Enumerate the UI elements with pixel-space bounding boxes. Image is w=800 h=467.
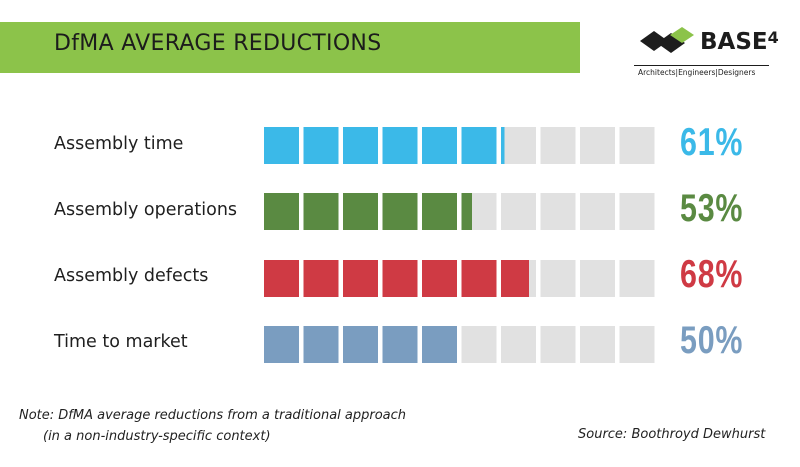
category-label-time-to-market: Time to market (54, 332, 188, 352)
bar-segment-filled-assembly-defects (422, 260, 457, 297)
bar-segment-filled-assembly-defects (461, 260, 497, 297)
bar-segment-empty-time-to-market (580, 326, 615, 363)
bar-segment-empty-assembly-operations (619, 193, 655, 230)
bar-segment-filled-assembly-operations (303, 193, 339, 230)
bar-segment-filled-assembly-time (343, 127, 378, 164)
bar-segment-empty-assembly-operations (501, 193, 536, 230)
bar-segment-filled-time-to-market (264, 326, 299, 363)
bar-segment-filled-assembly-operations (264, 193, 299, 230)
bar-segment-empty-time-to-market (540, 326, 576, 363)
chart-title: DfMA AVERAGE REDUCTIONS (54, 31, 382, 56)
bar-segment-filled-time-to-market (303, 326, 339, 363)
value-label-assembly-operations: 53% (680, 187, 744, 230)
footnote-line-2: (in a non-industry-specific context) (43, 429, 271, 444)
bar-segment-empty-assembly-time (540, 127, 576, 164)
bar-segment-empty-assembly-operations (540, 193, 576, 230)
bar-segment-empty-time-to-market (619, 326, 655, 363)
category-label-assembly-defects: Assembly defects (54, 266, 209, 286)
source-credit: Source: Boothroyd Dewhurst (578, 427, 766, 442)
bar-segment-filled-assembly-operations (422, 193, 457, 230)
bar-segment-empty-time-to-market (461, 326, 497, 363)
category-label-assembly-operations: Assembly operations (54, 200, 238, 220)
bar-segment-filled-assembly-operations (382, 193, 418, 230)
bar-segment-filled-assembly-time (264, 127, 299, 164)
bar-segment-filled-time-to-market (422, 326, 457, 363)
bar-segment-empty-assembly-defects (619, 260, 655, 297)
bar-segment-filled-assembly-defects (343, 260, 378, 297)
logo-tagline: Architects|Engineers|Designers (638, 68, 756, 77)
logo-icon (640, 27, 694, 53)
title-band (0, 22, 580, 73)
value-label-assembly-defects: 68% (680, 253, 744, 296)
bar-segment-empty-time-to-market (501, 326, 536, 363)
bar-segment-filled-assembly-time (461, 127, 497, 164)
bar-segment-empty-assembly-defects (540, 260, 576, 297)
value-label-assembly-time: 61% (680, 121, 744, 164)
logo-superscript: 4 (767, 28, 779, 47)
category-label-assembly-time: Assembly time (54, 134, 184, 154)
bar-segment-filled-time-to-market (382, 326, 418, 363)
bar-segment-empty-assembly-time (619, 127, 655, 164)
bar-segment-empty-assembly-time (580, 127, 615, 164)
logo-name: BASE (700, 29, 768, 55)
logo-divider (634, 65, 769, 66)
bar-segment-filled-assembly-time (422, 127, 457, 164)
bar-segment-empty-assembly-time (501, 127, 536, 164)
value-label-time-to-market: 50% (680, 319, 744, 362)
logo-wordmark: BASE4 (700, 28, 779, 55)
bar-segment-filled-assembly-defects (264, 260, 299, 297)
bar-segment-filled-assembly-defects (382, 260, 418, 297)
bar-segment-filled-assembly-defects (303, 260, 339, 297)
bar-segment-filled-assembly-time (303, 127, 339, 164)
bar-segment-filled-assembly-operations (461, 193, 472, 230)
bar-segment-filled-assembly-operations (343, 193, 378, 230)
bar-segment-filled-assembly-time (382, 127, 418, 164)
bar-segment-empty-assembly-defects (580, 260, 615, 297)
footnote-line-1: Note: DfMA average reductions from a tra… (19, 408, 407, 423)
bar-segment-filled-assembly-defects (501, 260, 529, 297)
bar-segment-empty-assembly-operations (580, 193, 615, 230)
bar-segment-filled-assembly-time (501, 127, 505, 164)
bar-segment-filled-time-to-market (343, 326, 378, 363)
